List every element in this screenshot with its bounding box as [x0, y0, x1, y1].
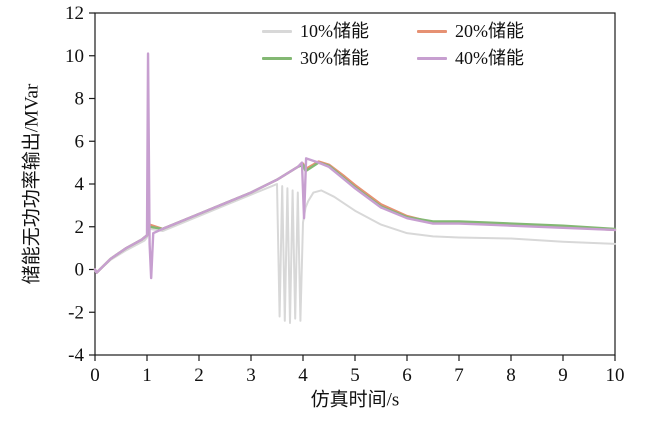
- x-tick-label: 4: [298, 365, 308, 386]
- legend-label: 30%储能: [300, 48, 369, 68]
- legend: 10%储能 20%储能 30%储能 40%储能: [262, 22, 524, 67]
- series-line: [94, 183, 616, 324]
- y-tick-label: 10: [65, 46, 84, 67]
- series-line: [93, 161, 617, 274]
- y-tick-label: 0: [75, 260, 85, 281]
- y-tick-label: 8: [75, 89, 85, 110]
- legend-item: 10%储能: [262, 22, 369, 40]
- legend-label: 20%储能: [455, 21, 524, 41]
- x-tick-label: 0: [90, 365, 100, 386]
- legend-item: 40%储能: [417, 49, 524, 67]
- series-line: [93, 160, 617, 274]
- y-tick-label: 4: [75, 174, 85, 195]
- y-tick-label: 2: [75, 217, 85, 238]
- legend-item: 20%储能: [417, 22, 524, 40]
- series-line: [93, 52, 617, 280]
- legend-swatch: [417, 56, 447, 60]
- legend-swatch: [262, 29, 292, 33]
- x-axis-label: 仿真时间/s: [310, 389, 400, 411]
- y-tick-label: 6: [75, 131, 85, 152]
- y-tick-label: -2: [68, 302, 84, 323]
- y-axis-label: 储能无功功率输出/MVar: [21, 83, 43, 285]
- x-tick-label: 2: [194, 365, 204, 386]
- y-tick-label: 12: [65, 3, 84, 24]
- legend-swatch: [262, 56, 292, 60]
- x-tick-label: 9: [558, 365, 568, 386]
- legend-item: 30%储能: [262, 49, 369, 67]
- x-tick-label: 5: [350, 365, 360, 386]
- legend-swatch: [417, 29, 447, 33]
- x-tick-label: 3: [246, 365, 256, 386]
- x-tick-label: 10: [606, 365, 625, 386]
- legend-label: 40%储能: [455, 48, 524, 68]
- x-tick-label: 8: [506, 365, 516, 386]
- x-tick-label: 6: [402, 365, 412, 386]
- y-tick-label: -4: [68, 345, 84, 366]
- legend-label: 10%储能: [300, 21, 369, 41]
- x-tick-label: 1: [142, 365, 152, 386]
- x-tick-label: 7: [454, 365, 464, 386]
